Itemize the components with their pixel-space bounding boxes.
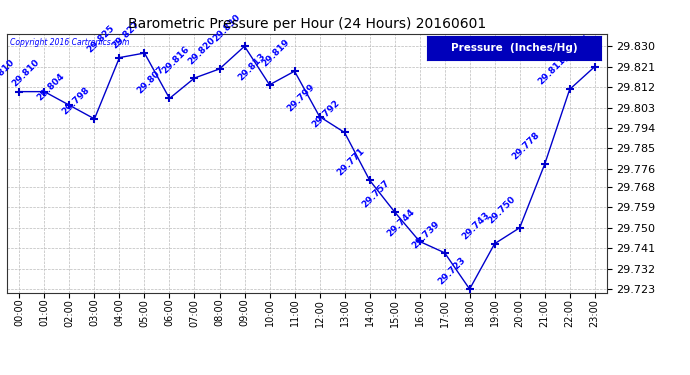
Text: 29.750: 29.750 bbox=[486, 194, 517, 225]
Text: 29.819: 29.819 bbox=[261, 38, 292, 68]
Text: 29.810: 29.810 bbox=[0, 58, 17, 89]
Text: 29.821: 29.821 bbox=[561, 33, 592, 64]
Text: 29.744: 29.744 bbox=[386, 207, 417, 238]
Text: 29.804: 29.804 bbox=[36, 72, 67, 102]
Text: 29.743: 29.743 bbox=[461, 210, 492, 241]
Title: Barometric Pressure per Hour (24 Hours) 20160601: Barometric Pressure per Hour (24 Hours) … bbox=[128, 17, 486, 31]
Text: 29.825: 29.825 bbox=[86, 24, 117, 55]
Text: 29.827: 29.827 bbox=[110, 19, 141, 50]
Text: Copyright 2016 Cartronics.com: Copyright 2016 Cartronics.com bbox=[10, 38, 129, 46]
Text: 29.810: 29.810 bbox=[11, 58, 41, 89]
Text: 29.798: 29.798 bbox=[61, 85, 92, 116]
Text: 29.723: 29.723 bbox=[436, 255, 467, 286]
Text: 29.811: 29.811 bbox=[536, 56, 567, 87]
Text: 29.813: 29.813 bbox=[236, 51, 267, 82]
Text: 29.816: 29.816 bbox=[161, 44, 192, 75]
Text: 29.778: 29.778 bbox=[511, 130, 542, 162]
Text: 29.820: 29.820 bbox=[186, 35, 217, 66]
Text: 29.757: 29.757 bbox=[361, 178, 392, 209]
Text: 29.739: 29.739 bbox=[411, 219, 442, 250]
Text: 29.799: 29.799 bbox=[286, 82, 317, 114]
Text: 29.771: 29.771 bbox=[336, 146, 367, 177]
Text: 29.807: 29.807 bbox=[136, 65, 167, 96]
Text: 29.792: 29.792 bbox=[310, 99, 342, 130]
Text: 29.830: 29.830 bbox=[211, 13, 241, 44]
